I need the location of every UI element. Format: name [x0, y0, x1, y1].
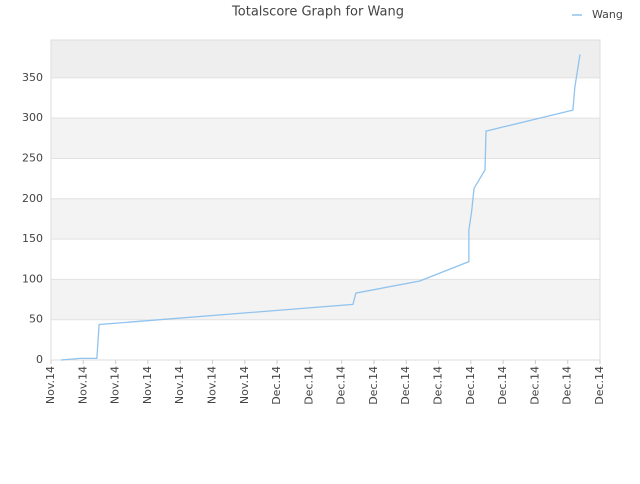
- grid-band: [51, 279, 600, 320]
- x-tick-label: Dec.14: [464, 366, 477, 405]
- y-tick-label: 0: [36, 353, 43, 366]
- x-tick-label: Dec.14: [367, 366, 380, 405]
- y-tick-label: 350: [22, 71, 43, 84]
- x-tick-label: Dec.14: [561, 366, 574, 405]
- x-tick-label: Dec.14: [335, 366, 348, 405]
- grid-band: [51, 118, 600, 159]
- grid-band: [51, 40, 600, 78]
- x-tick-label: Nov.14: [141, 366, 154, 404]
- x-tick-label: Nov.14: [173, 366, 186, 404]
- x-tick-label: Dec.14: [399, 366, 412, 405]
- x-tick-label: Nov.14: [109, 366, 122, 404]
- x-tick-label: Dec.14: [270, 366, 283, 405]
- grid-band: [51, 77, 600, 119]
- plot-frame: [50, 39, 601, 361]
- grid-band: [51, 198, 600, 240]
- chart-title: Totalscore Graph for Wang: [231, 5, 404, 20]
- x-tick-label: Dec.14: [302, 366, 315, 405]
- y-tick-label: 300: [22, 111, 43, 124]
- grid-band: [51, 158, 600, 199]
- x-tick-label: Dec.14: [528, 366, 541, 405]
- x-tick-label: Nov.14: [205, 366, 218, 404]
- y-tick-label: 150: [22, 232, 43, 245]
- series-line: [60, 54, 581, 361]
- legend-label: Wang: [592, 8, 623, 21]
- y-tick-label: 250: [22, 151, 43, 164]
- y-tick-label: 200: [22, 192, 43, 205]
- grid-band: [51, 319, 600, 360]
- x-tick-label: Dec.14: [496, 366, 509, 405]
- x-tick-label: Nov.14: [238, 366, 251, 404]
- y-tick-label: 100: [22, 272, 43, 285]
- x-tick-label: Dec.14: [593, 366, 606, 405]
- x-tick-label: Nov.14: [76, 366, 89, 404]
- x-tick-label: Nov.14: [44, 366, 57, 404]
- x-tick-label: Dec.14: [432, 366, 445, 405]
- grid-band: [51, 239, 600, 280]
- y-tick-label: 50: [29, 313, 43, 326]
